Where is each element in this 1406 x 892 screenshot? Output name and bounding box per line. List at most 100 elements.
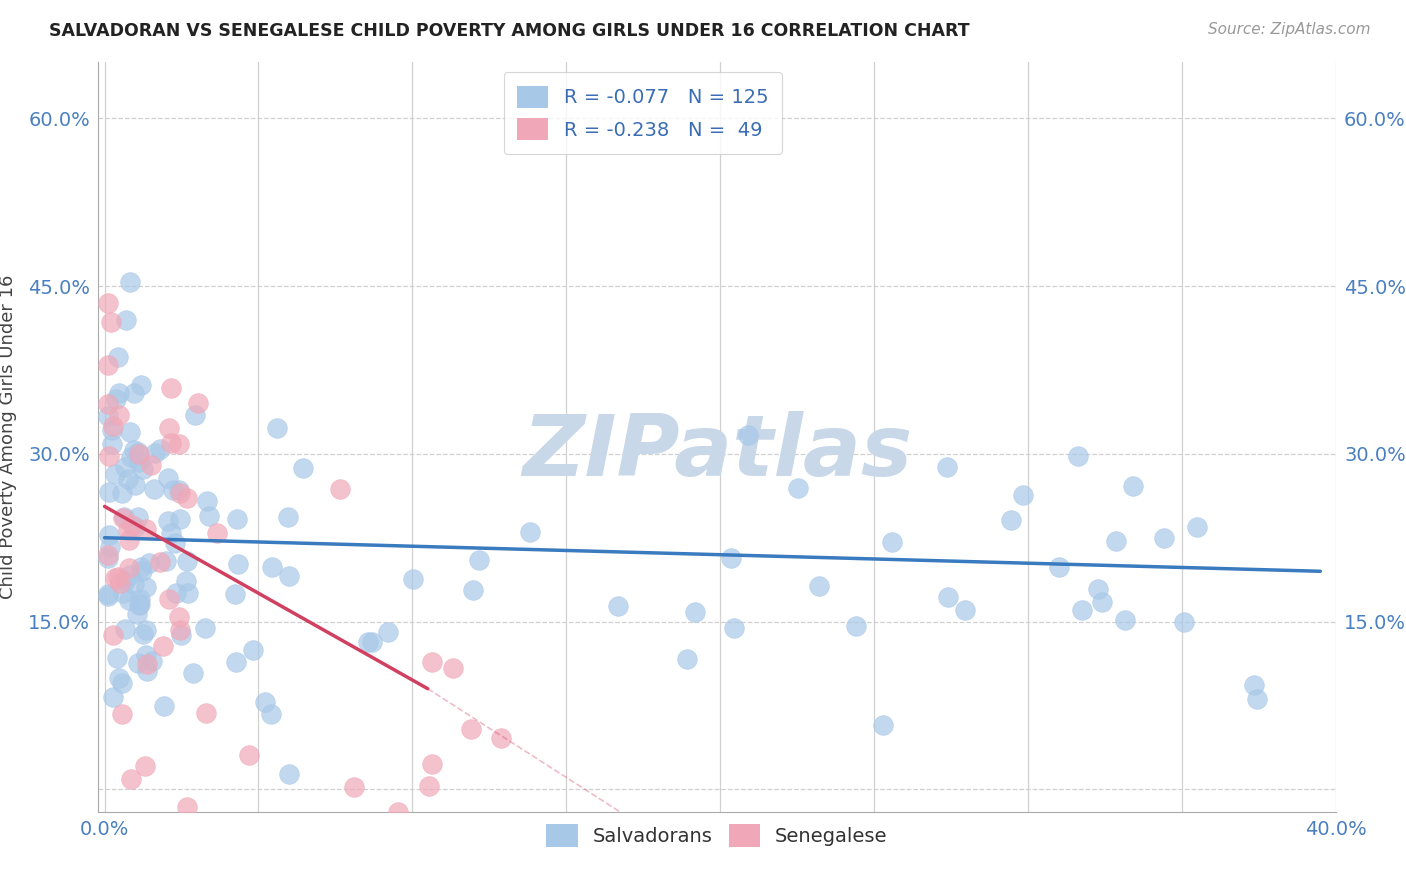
Point [159, 526, 181, 541]
Point [737, 428, 759, 442]
Point [683, 605, 706, 619]
Point [125, 607, 148, 621]
Point [120, 275, 142, 289]
Point [122, 442, 145, 457]
Point [224, 587, 246, 601]
Point [152, 639, 174, 653]
Point [97, 548, 120, 562]
Point [157, 591, 180, 606]
Point [1105, 534, 1128, 549]
Point [387, 805, 409, 819]
Point [194, 706, 217, 721]
Point [117, 523, 139, 537]
Point [117, 472, 139, 486]
Point [1122, 479, 1144, 493]
Point [162, 483, 184, 497]
Point [676, 652, 699, 666]
Point [226, 558, 249, 572]
Point [122, 385, 145, 400]
Y-axis label: Child Poverty Among Girls Under 16: Child Poverty Among Girls Under 16 [0, 275, 17, 599]
Point [104, 571, 127, 585]
Point [111, 675, 134, 690]
Point [107, 570, 129, 584]
Point [460, 723, 482, 737]
Point [880, 534, 903, 549]
Point [101, 423, 124, 437]
Point [329, 482, 352, 496]
Point [118, 592, 141, 607]
Point [420, 756, 443, 771]
Point [169, 437, 191, 451]
Point [97, 409, 120, 423]
Point [195, 494, 218, 508]
Point [156, 515, 179, 529]
Point [105, 650, 128, 665]
Point [124, 478, 146, 492]
Point [101, 690, 124, 704]
Point [489, 731, 512, 745]
Point [238, 748, 260, 763]
Point [118, 561, 141, 575]
Text: ZIPatlas: ZIPatlas [522, 410, 912, 493]
Point [135, 522, 157, 536]
Point [357, 635, 380, 649]
Point [136, 664, 159, 678]
Point [170, 627, 193, 641]
Point [131, 560, 153, 574]
Point [606, 599, 628, 613]
Point [402, 572, 425, 586]
Point [111, 485, 134, 500]
Point [169, 623, 191, 637]
Point [177, 586, 200, 600]
Point [1012, 487, 1035, 501]
Point [127, 510, 149, 524]
Point [153, 699, 176, 714]
Point [104, 392, 127, 406]
Point [1153, 532, 1175, 546]
Point [163, 535, 186, 549]
Point [461, 582, 484, 597]
Point [176, 554, 198, 568]
Point [174, 574, 197, 589]
Point [98, 527, 121, 541]
Point [1185, 519, 1208, 533]
Point [260, 707, 283, 722]
Point [120, 450, 142, 465]
Point [278, 569, 301, 583]
Point [159, 435, 181, 450]
Point [134, 759, 156, 773]
Point [418, 779, 440, 793]
Point [132, 626, 155, 640]
Point [97, 551, 120, 566]
Point [169, 512, 191, 526]
Point [97, 586, 120, 600]
Point [143, 482, 166, 496]
Point [107, 409, 129, 423]
Point [872, 718, 894, 732]
Point [141, 458, 163, 472]
Point [167, 610, 190, 624]
Point [1071, 603, 1094, 617]
Point [120, 772, 142, 786]
Point [107, 351, 129, 365]
Point [157, 421, 180, 435]
Point [1243, 678, 1265, 692]
Point [97, 590, 120, 604]
Point [226, 512, 249, 526]
Point [1067, 449, 1090, 463]
Point [132, 461, 155, 475]
Point [97, 358, 120, 372]
Point [519, 525, 541, 540]
Point [145, 446, 167, 460]
Point [101, 437, 124, 451]
Point [420, 655, 443, 669]
Point [120, 568, 142, 582]
Point [101, 418, 124, 433]
Point [128, 599, 150, 613]
Point [122, 577, 145, 591]
Point [121, 518, 143, 533]
Point [181, 666, 204, 681]
Point [292, 461, 315, 475]
Point [129, 378, 152, 392]
Point [135, 580, 157, 594]
